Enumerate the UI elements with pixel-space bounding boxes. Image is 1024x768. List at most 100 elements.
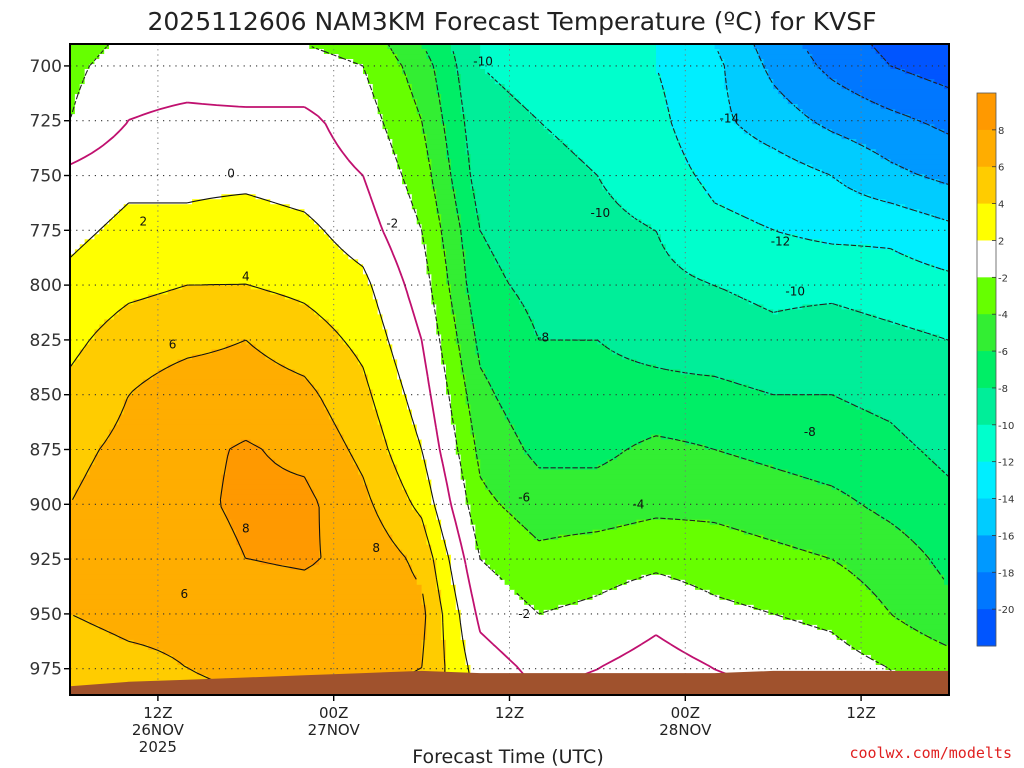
field-cell (441, 589, 457, 596)
field-cell (533, 329, 926, 336)
field-cell (372, 394, 408, 401)
field-cell (84, 474, 222, 481)
field-cell (441, 359, 462, 366)
colorbar-label: -4 (998, 310, 1008, 321)
field-cell (841, 179, 940, 185)
field-cell (260, 444, 349, 451)
field-cell (880, 514, 949, 521)
field-cell (309, 44, 389, 50)
field-cell (70, 559, 262, 566)
field-cell (70, 219, 110, 225)
field-cell (480, 359, 638, 366)
field-cell (426, 619, 442, 626)
field-cell (485, 369, 682, 376)
field-cell (465, 274, 506, 280)
field-cell (509, 279, 706, 285)
field-cell (616, 199, 716, 205)
field-cell (99, 54, 340, 60)
y-tick-label: 700 (30, 57, 62, 77)
field-cell (441, 244, 462, 250)
field-cell (465, 139, 564, 145)
field-cell (377, 514, 423, 521)
field-cell (660, 234, 799, 240)
field-cell (485, 484, 833, 491)
field-cell (133, 389, 320, 396)
field-cell (84, 344, 227, 351)
field-cell (455, 194, 476, 200)
field-cell (284, 294, 374, 300)
field-cell (729, 289, 949, 295)
field-cell (182, 284, 252, 290)
field-cell (480, 464, 540, 471)
field-cell (153, 374, 305, 381)
field-cell (870, 409, 949, 416)
field-cell (70, 244, 81, 250)
field-cell (196, 669, 413, 676)
field-cell (543, 609, 769, 616)
field-cell (616, 454, 740, 461)
colorbar-swatch (977, 240, 996, 278)
field-cell (919, 544, 949, 551)
field-cell (70, 569, 413, 576)
field-cell (377, 299, 432, 305)
field-cell (441, 619, 462, 626)
field-cell (450, 184, 472, 190)
field-cell (802, 109, 896, 115)
field-cell (421, 594, 442, 601)
field-cell (905, 324, 949, 331)
field-cell (411, 414, 452, 421)
field-cell (70, 164, 398, 170)
field-cell (656, 44, 716, 50)
field-cell (641, 219, 755, 225)
field-cell (914, 444, 949, 451)
field-cell (465, 389, 496, 396)
field-cell (846, 184, 949, 190)
field-cell (70, 449, 100, 456)
field-cell (875, 659, 949, 666)
field-cell (426, 534, 442, 541)
field-cell (358, 469, 398, 476)
field-cell (831, 174, 926, 180)
field-cell (690, 164, 813, 170)
field-cell (363, 264, 428, 270)
field-cell (109, 434, 345, 441)
field-cell (465, 144, 569, 150)
field-cell (157, 369, 296, 376)
field-cell (284, 364, 364, 371)
field-cell (421, 639, 447, 646)
field-cell (475, 334, 540, 341)
field-cell (377, 304, 437, 311)
field-cell (411, 194, 437, 200)
field-cell (397, 364, 447, 371)
field-cell (460, 354, 481, 361)
field-cell (670, 124, 740, 130)
field-cell (450, 564, 491, 571)
field-cell (450, 304, 472, 311)
field-cell (939, 569, 949, 576)
field-cell (70, 124, 384, 130)
field-cell (470, 519, 520, 526)
field-cell (74, 99, 379, 105)
field-cell (519, 99, 667, 105)
field-cell (133, 639, 423, 646)
field-cell (787, 154, 882, 160)
field-cell (319, 529, 389, 536)
field-cell (470, 404, 501, 411)
field-cell (875, 594, 949, 601)
field-cell (851, 569, 940, 576)
field-cell (304, 209, 418, 215)
field-cell (489, 489, 843, 496)
colorbar-swatch (977, 129, 996, 168)
field-cell (221, 479, 310, 486)
field-cell (836, 79, 935, 85)
field-cell (929, 554, 949, 561)
field-cell (836, 634, 931, 641)
field-cell (348, 344, 393, 351)
field-cell (470, 669, 896, 676)
field-cell (670, 574, 857, 581)
field-cell (221, 194, 257, 200)
field-cell (724, 64, 765, 70)
field-cell (563, 139, 682, 145)
colorbar-label: -20 (998, 605, 1014, 616)
field-cell (499, 404, 857, 411)
